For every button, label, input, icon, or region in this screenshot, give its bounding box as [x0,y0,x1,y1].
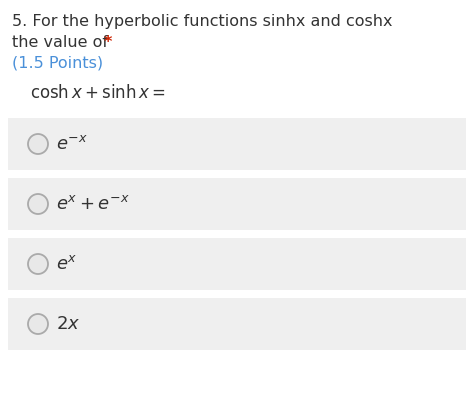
FancyBboxPatch shape [8,298,466,350]
Text: $\cosh x + \sinh x =$: $\cosh x + \sinh x =$ [30,84,166,102]
Text: $e^{-x}$: $e^{-x}$ [56,135,88,153]
Text: $e^{x} + e^{-x}$: $e^{x} + e^{-x}$ [56,195,130,213]
Circle shape [28,254,48,274]
Circle shape [28,314,48,334]
Text: the value of: the value of [12,35,113,50]
Text: $e^{x}$: $e^{x}$ [56,255,77,273]
FancyBboxPatch shape [8,178,466,230]
FancyBboxPatch shape [8,238,466,290]
Circle shape [28,194,48,214]
FancyBboxPatch shape [8,118,466,170]
Circle shape [28,134,48,154]
Text: *: * [104,35,112,50]
Text: (1.5 Points): (1.5 Points) [12,56,103,71]
Text: 5. For the hyperbolic functions sinhx and coshx: 5. For the hyperbolic functions sinhx an… [12,14,392,29]
Text: $2x$: $2x$ [56,315,80,333]
